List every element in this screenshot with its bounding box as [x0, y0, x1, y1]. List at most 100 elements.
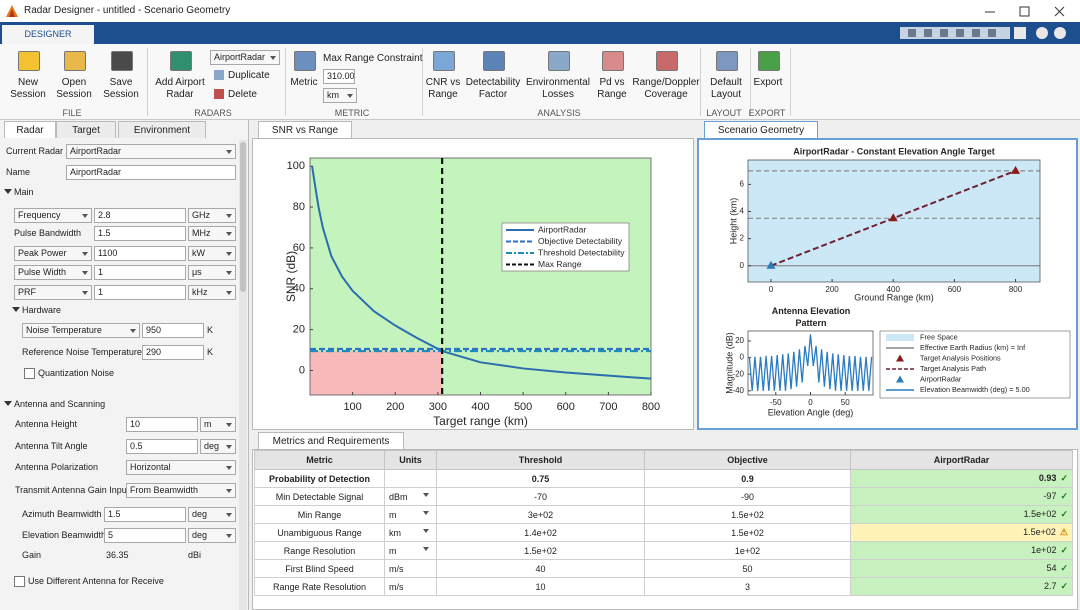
- toolstrip-icon[interactable]: [64, 51, 86, 71]
- field-value[interactable]: 1100: [94, 245, 186, 261]
- field-unit[interactable]: MHz: [188, 225, 236, 241]
- field-label[interactable]: Pulse Width: [14, 264, 92, 280]
- toolstrip-icon[interactable]: [602, 51, 624, 71]
- panel-tab[interactable]: Environment: [118, 121, 206, 138]
- toolstrip-button[interactable]: Range/Doppler Coverage: [632, 77, 700, 100]
- snr-tab[interactable]: SNR vs Range: [258, 121, 352, 138]
- quick-access-toolbar[interactable]: [900, 26, 1076, 40]
- toolstrip-icon[interactable]: [758, 51, 780, 71]
- toolstrip-icon[interactable]: [716, 51, 738, 71]
- field-label[interactable]: PRF: [14, 284, 92, 300]
- toolstrip-button[interactable]: Default Layout: [710, 77, 742, 100]
- field-unit[interactable]: deg: [188, 506, 236, 522]
- unit-dropdown[interactable]: [422, 507, 432, 521]
- metrics-tab[interactable]: Metrics and Requirements: [258, 432, 404, 449]
- field-value[interactable]: 5: [104, 527, 186, 543]
- constraint-input[interactable]: 310.00: [323, 69, 355, 84]
- panel-tab[interactable]: Target: [56, 121, 116, 138]
- cell-text: 1e+02: [1031, 545, 1057, 555]
- field-value[interactable]: 0.5: [126, 438, 198, 454]
- toolstrip-icon[interactable]: [548, 51, 570, 71]
- toolstrip-icon[interactable]: [483, 51, 505, 71]
- legend-label: Effective Earth Radius (km) = Inf: [920, 343, 1026, 352]
- toolstrip-icon[interactable]: [170, 51, 192, 71]
- checkbox[interactable]: [24, 368, 35, 379]
- radar-action[interactable]: Delete: [228, 89, 257, 100]
- unit-dropdown[interactable]: [422, 489, 432, 503]
- toolstrip-button[interactable]: Pd vs Range: [597, 77, 627, 100]
- field-value[interactable]: 290: [142, 344, 204, 360]
- field-value[interactable]: 10: [126, 416, 198, 432]
- field-value[interactable]: From Beamwidth: [126, 482, 236, 498]
- field-value[interactable]: 1: [94, 264, 186, 280]
- field-unit[interactable]: m: [200, 416, 236, 432]
- field-unit[interactable]: μs: [188, 264, 236, 280]
- x-tick-label: 700: [599, 401, 617, 413]
- toolstrip-icon[interactable]: [656, 51, 678, 71]
- metrics-cell: First Blind Speed: [254, 559, 385, 578]
- toolstrip-button[interactable]: Save Session: [103, 77, 139, 100]
- field-unit[interactable]: deg: [200, 438, 236, 454]
- field-unit[interactable]: deg: [188, 527, 236, 543]
- field-value[interactable]: AirportRadar: [66, 143, 236, 159]
- target-position: [888, 213, 898, 222]
- scrollbar-thumb[interactable]: [240, 142, 246, 292]
- x-tick-label: -50: [770, 398, 782, 407]
- field-label[interactable]: Noise Temperature: [22, 322, 140, 338]
- metrics-cell: Range Rate Resolution: [254, 577, 385, 596]
- geometry-tab[interactable]: Scenario Geometry: [704, 121, 818, 138]
- field-label: Current Radar: [6, 145, 64, 156]
- section-toggle[interactable]: [4, 401, 12, 410]
- radar-dropdown[interactable]: AirportRadar: [210, 50, 280, 65]
- field-value[interactable]: AirportRadar: [66, 164, 236, 180]
- toolstrip-button[interactable]: New Session: [10, 77, 46, 100]
- metrics-cell: 1.5e+02: [644, 523, 851, 542]
- toolstrip-button[interactable]: Export: [753, 77, 783, 88]
- field-value[interactable]: 950: [142, 322, 204, 338]
- toolstrip-button[interactable]: Add Airport Radar: [155, 77, 205, 100]
- field-unit[interactable]: kW: [188, 245, 236, 261]
- metrics-cell: [384, 469, 437, 488]
- radar-action[interactable]: Duplicate: [228, 70, 270, 81]
- toolstrip-button[interactable]: Metric: [290, 77, 318, 88]
- field-value[interactable]: 1.5: [94, 225, 186, 241]
- field-unit[interactable]: GHz: [188, 207, 236, 223]
- checkbox[interactable]: [14, 576, 25, 587]
- group-label: METRIC: [334, 108, 370, 118]
- field-value[interactable]: Horizontal: [126, 459, 236, 475]
- scrollbar[interactable]: [239, 140, 247, 610]
- field-label: Antenna Height: [15, 418, 78, 429]
- toolstrip-button[interactable]: Open Session: [56, 77, 92, 100]
- x-tick-label: 0: [769, 285, 774, 294]
- toolstrip-icon[interactable]: [294, 51, 316, 71]
- toolstrip-button[interactable]: Detectability Factor: [465, 77, 521, 100]
- metrics-cell: m: [384, 505, 437, 524]
- designer-tab[interactable]: DESIGNER: [2, 25, 94, 44]
- field-value[interactable]: 2.8: [94, 207, 186, 223]
- constraint-unit[interactable]: km: [323, 88, 357, 103]
- panel-tab[interactable]: Radar: [4, 121, 56, 138]
- unit-dropdown[interactable]: [422, 543, 432, 557]
- field-value[interactable]: 1: [94, 284, 186, 300]
- metrics-cell: 1.5e+02: [644, 505, 851, 524]
- field-value[interactable]: 1.5: [104, 506, 186, 522]
- section-toggle[interactable]: [12, 307, 20, 316]
- field-label[interactable]: Frequency: [14, 207, 92, 223]
- section-toggle[interactable]: [4, 189, 12, 198]
- field-label[interactable]: Peak Power: [14, 245, 92, 261]
- field-unit[interactable]: kHz: [188, 284, 236, 300]
- x-tick-label: 800: [1009, 285, 1023, 294]
- pattern-title: Antenna Elevation Pattern: [771, 306, 851, 328]
- y-tick-label: 4: [740, 207, 745, 216]
- unit-dropdown[interactable]: [422, 525, 432, 539]
- toolstrip-button[interactable]: CNR vs Range: [425, 77, 461, 100]
- cell-text: 10: [535, 581, 546, 592]
- toolstrip-icon[interactable]: [18, 51, 40, 71]
- metrics-cell: 3: [644, 577, 851, 596]
- window-controls[interactable]: [975, 3, 1075, 19]
- status-icon: ✓: [1060, 473, 1068, 483]
- toolstrip-icon[interactable]: [433, 51, 455, 71]
- toolstrip-icon[interactable]: [111, 51, 133, 71]
- legend-label: Threshold Detectability: [538, 247, 625, 257]
- toolstrip-button[interactable]: Environmental Losses: [526, 77, 590, 100]
